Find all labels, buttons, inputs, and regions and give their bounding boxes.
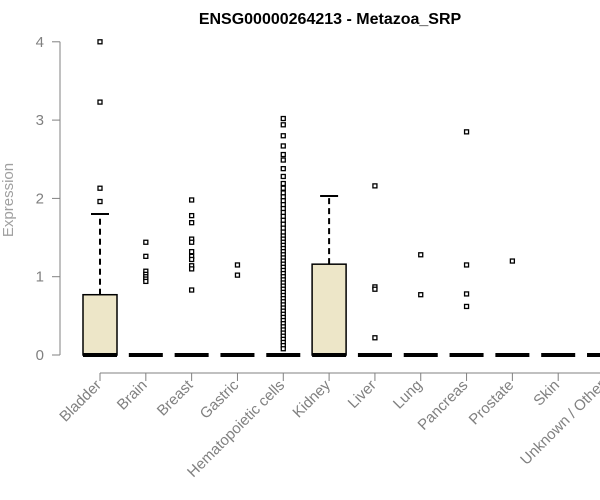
- outlier-point: [234, 262, 241, 268]
- outlier-point: [418, 252, 424, 258]
- outlier-point: [97, 39, 103, 45]
- outlier-point: [97, 99, 103, 105]
- x-tick-label: Gastric: [197, 376, 243, 422]
- outlier-point: [143, 278, 149, 285]
- box-gastric: [220, 262, 255, 357]
- outlier-point: [463, 291, 470, 297]
- outlier-point: [188, 220, 195, 226]
- outlier-point: [463, 303, 470, 310]
- x-tick-label: Skin: [530, 377, 563, 410]
- outlier-point: [188, 266, 195, 272]
- outlier-point: [372, 335, 378, 341]
- chart-title: ENSG00000264213 - Metazoa_SRP: [199, 11, 462, 28]
- box-brain: [128, 239, 163, 357]
- outlier-point: [509, 258, 516, 264]
- plot-area: [82, 39, 600, 357]
- y-tick-label: 2: [36, 190, 44, 207]
- box-prostate: [495, 258, 530, 357]
- outlier-point: [188, 248, 195, 255]
- x-tick-label: Breast: [154, 376, 197, 419]
- outlier-point: [280, 346, 286, 352]
- outlier-point: [280, 133, 286, 139]
- outlier-point: [188, 212, 195, 219]
- x-tick-label: Bladder: [56, 377, 105, 426]
- x-tick-label: Liver: [345, 377, 380, 412]
- outlier-point: [188, 256, 195, 263]
- x-tick-label: Brain: [114, 377, 151, 414]
- iqr-box: [82, 293, 118, 356]
- outlier-point: [463, 129, 470, 135]
- outlier-point: [280, 173, 286, 180]
- outlier-point: [463, 262, 470, 268]
- x-tick-label: Pancreas: [415, 377, 472, 434]
- outlier-point: [97, 185, 103, 191]
- outlier-point: [372, 286, 378, 292]
- outlier-point: [280, 185, 286, 191]
- outlier-point: [280, 157, 286, 163]
- outlier-point: [188, 197, 195, 203]
- outlier-point: [280, 180, 286, 187]
- outlier-point: [97, 198, 103, 205]
- box-breast: [174, 197, 209, 357]
- box-liver: [357, 183, 392, 357]
- x-tick-label: Kidney: [289, 376, 334, 421]
- y-axis-label: Expression: [0, 163, 17, 237]
- outlier-point: [280, 165, 286, 172]
- outlier-point: [143, 253, 149, 259]
- y-axis: 0 1 2 3 4: [36, 34, 61, 364]
- x-tick-label: Prostate: [466, 377, 518, 429]
- box-kidney: [311, 195, 347, 357]
- box-lung: [403, 252, 438, 357]
- outlier-point: [188, 287, 195, 293]
- outlier-point: [280, 143, 286, 149]
- y-tick-label: 3: [36, 112, 44, 129]
- outlier-point: [280, 151, 286, 158]
- outlier-point: [372, 183, 378, 189]
- outlier-point: [143, 239, 149, 245]
- iqr-box: [311, 263, 347, 356]
- outlier-point: [280, 122, 286, 128]
- y-tick-label: 4: [36, 34, 44, 51]
- box-hematopoietic-cells: [266, 115, 301, 357]
- y-tick-label: 1: [36, 269, 44, 286]
- outlier-point: [234, 272, 241, 278]
- outlier-point: [280, 115, 286, 122]
- box-pancreas: [449, 129, 484, 357]
- y-tick-label: 0: [36, 347, 44, 364]
- box-bladder: [82, 39, 118, 357]
- outlier-point: [188, 239, 195, 245]
- box-unknown-other: [587, 353, 600, 357]
- x-tick-label: Lung: [390, 377, 426, 413]
- outlier-point: [418, 292, 424, 298]
